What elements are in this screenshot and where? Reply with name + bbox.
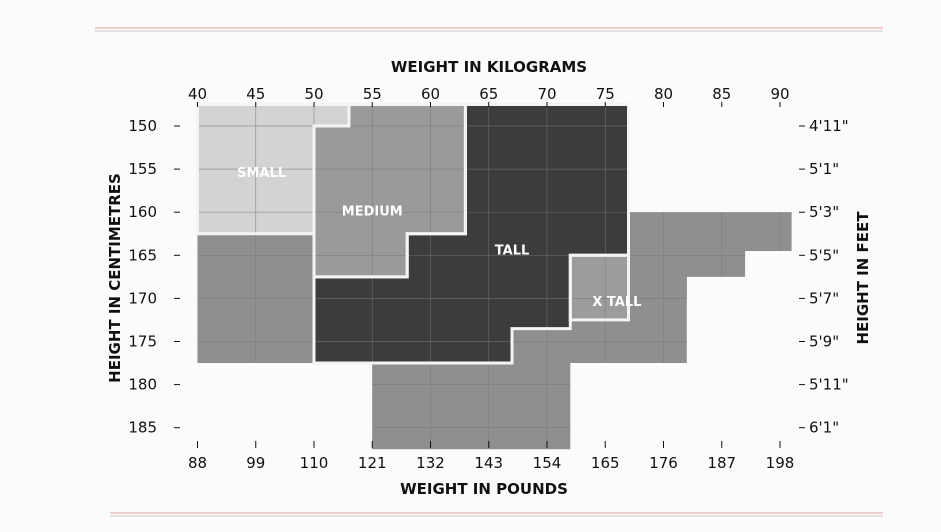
lbs-tick-label: 143 [474,454,503,472]
lbs-tick-label: 121 [358,454,387,472]
lbs-tick-label: 198 [766,454,795,472]
region-extended-2 [372,255,687,450]
size-label-small: SMALL [237,166,286,181]
feet-tick-label: 5'5" [809,246,839,264]
size-label-x-tall: X TALL [592,295,641,310]
cm-tick-label: 175 [128,333,157,351]
kg-tick-label: 90 [770,85,789,103]
lbs-tick-label: 165 [591,454,620,472]
size-boundaries [196,103,630,365]
cm-tick-label: 170 [128,289,157,307]
kg-tick-label: 65 [479,85,498,103]
kg-tick-label: 85 [712,85,731,103]
kg-tick-label: 45 [246,85,265,103]
size-regions [197,104,792,450]
feet-tick-label: 5'7" [809,289,839,307]
kg-tick-label: 75 [596,85,615,103]
feet-tick-label: 5'11" [809,376,849,394]
kg-axis: 40 45 50 55 60 65 70 75 80 85 90 [188,85,790,107]
cm-tick-label: 185 [128,419,157,437]
y-right-axis-title: HEIGHT IN FEET [854,211,872,345]
lbs-tick-label: 176 [649,454,678,472]
cm-tick-label: 150 [128,117,157,135]
kg-tick-label: 50 [304,85,323,103]
x-bottom-axis-title: WEIGHT IN POUNDS [400,480,568,498]
feet-tick-label: 4'11" [809,117,849,135]
kg-tick-label: 55 [363,85,382,103]
cm-tick-label: 160 [128,203,157,221]
cm-axis: 150 155 160 165 170 175 180 185 [128,117,180,437]
lbs-tick-label: 187 [707,454,736,472]
feet-tick-label: 5'9" [809,333,839,351]
cm-tick-label: 165 [128,246,157,264]
cm-tick-label: 155 [128,160,157,178]
kg-tick-label: 40 [188,85,207,103]
kg-tick-label: 80 [654,85,673,103]
kg-tick-label: 60 [421,85,440,103]
lbs-tick-label: 110 [300,454,329,472]
size-label-medium: MEDIUM [342,205,403,220]
y-left-axis-title: HEIGHT IN CENTIMETRES [106,173,124,383]
boundary-x-tall [568,253,630,322]
cm-tick-label: 180 [128,376,157,394]
lbs-tick-label: 154 [533,454,562,472]
lbs-tick-label: 88 [188,454,207,472]
lbs-tick-label: 132 [416,454,445,472]
kg-tick-label: 70 [537,85,556,103]
size-labels: SMALL MEDIUM TALL X TALL [237,166,641,310]
feet-tick-label: 5'3" [809,203,839,221]
size-label-tall: TALL [495,243,530,258]
x-top-axis-title: WEIGHT IN KILOGRAMS [391,58,587,76]
lbs-tick-label: 99 [246,454,265,472]
feet-axis: 4'11" 5'1" 5'3" 5'5" 5'7" 5'9" 5'11" 6'1" [799,117,849,437]
lbs-axis: 88 99 110 121 132 143 154 165 176 187 198 [188,441,794,472]
feet-tick-label: 6'1" [809,419,839,437]
feet-tick-label: 5'1" [809,160,839,178]
region-x-tall [570,255,629,320]
